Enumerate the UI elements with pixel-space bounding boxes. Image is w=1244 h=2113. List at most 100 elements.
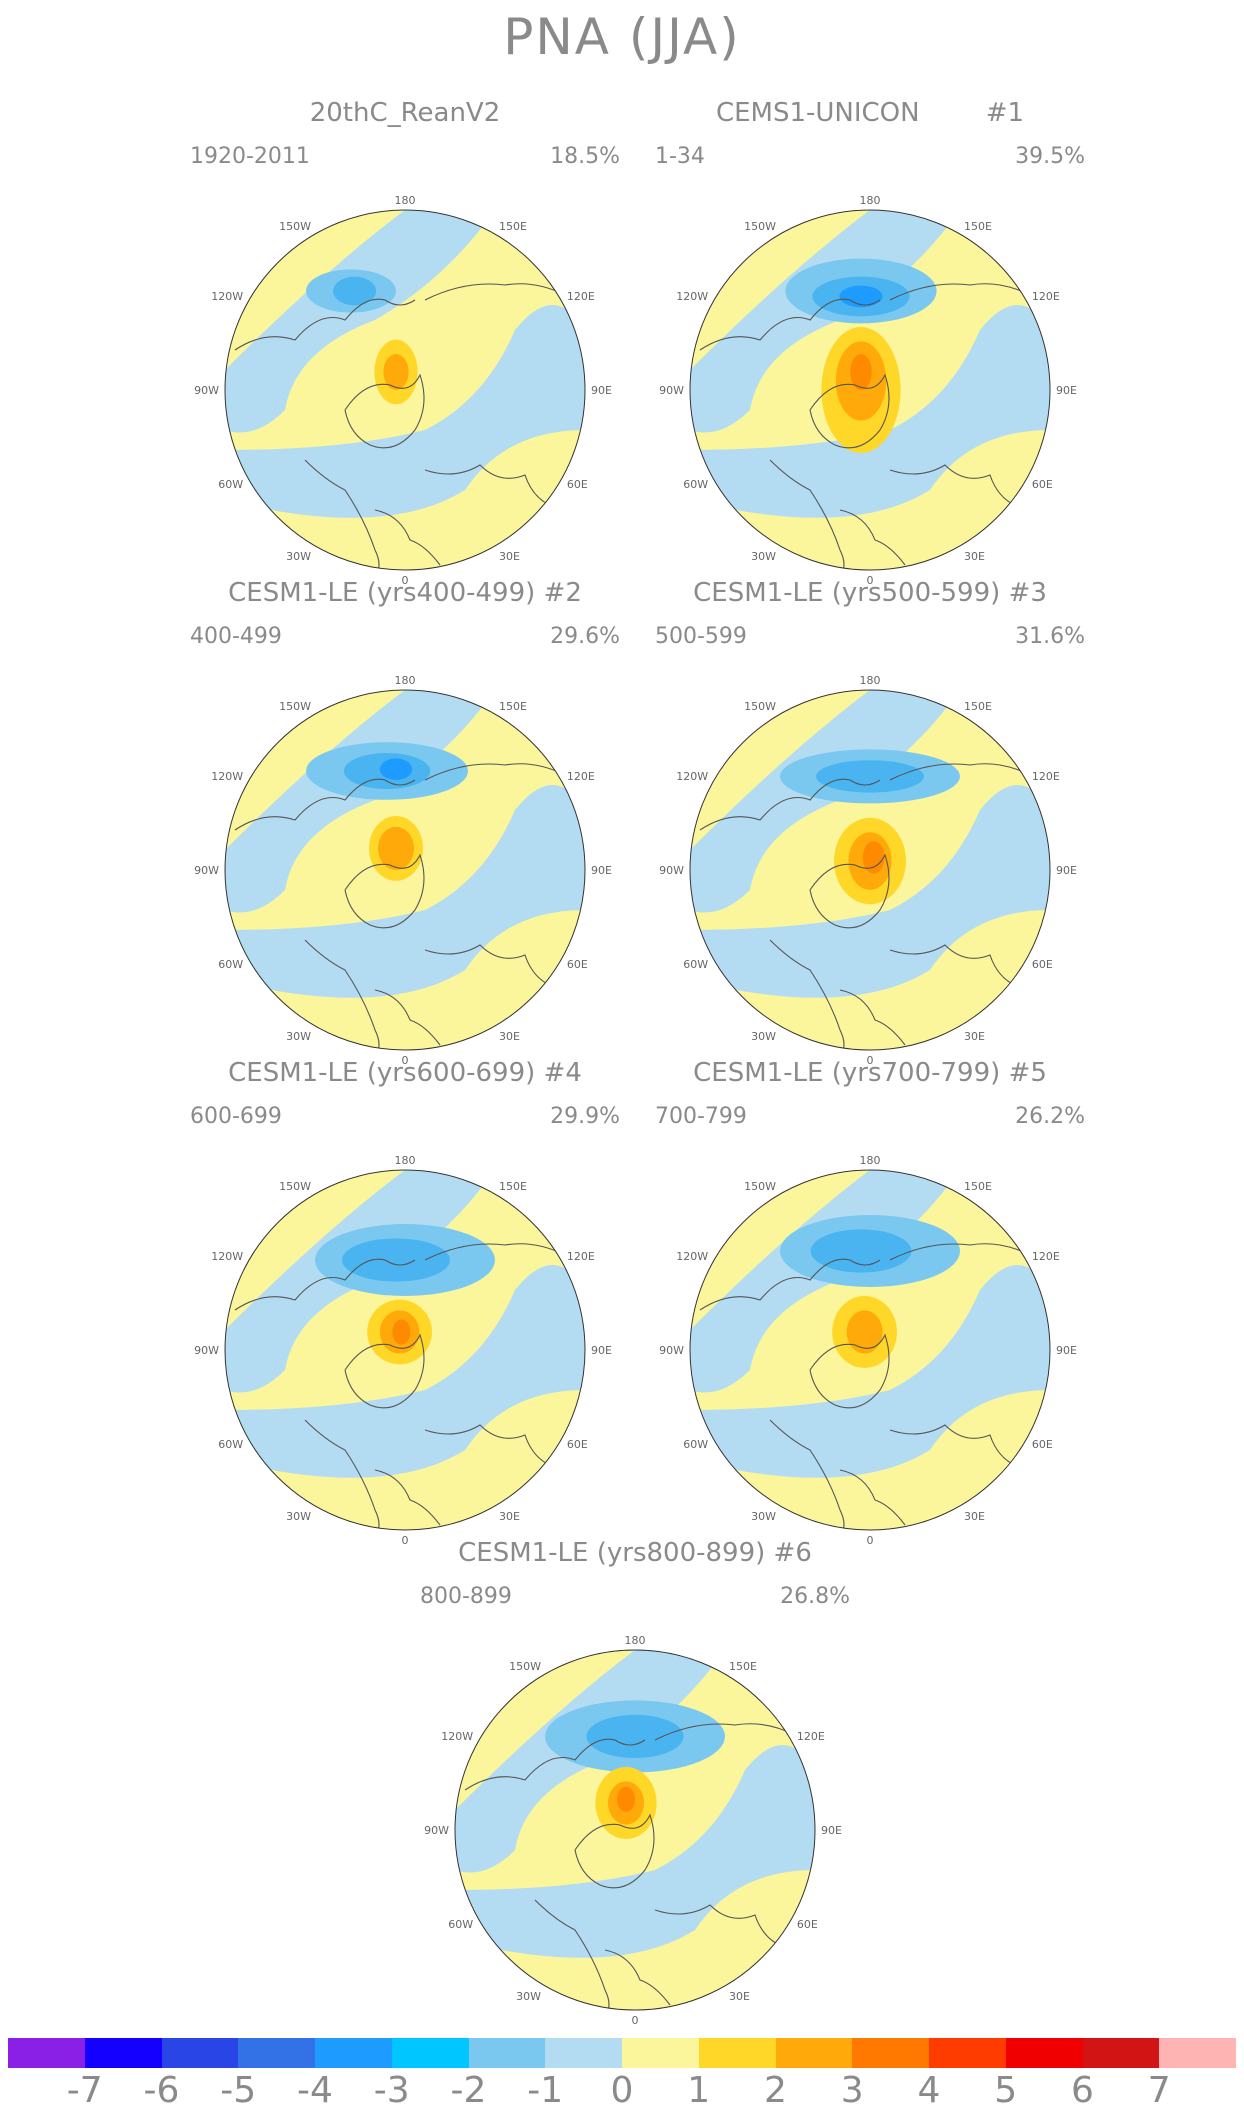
longitude-label: 30W <box>286 1030 311 1043</box>
polar-map: 180 0 90W 90E 150W 150E 120W 120E 60W 60E 30W 30E <box>194 674 612 1067</box>
longitude-label: 180 <box>395 194 416 207</box>
longitude-label: 150E <box>964 700 992 713</box>
colorbar-swatch <box>622 2038 699 2068</box>
longitude-label: 120E <box>567 770 595 783</box>
field-negative-4 <box>839 285 883 308</box>
longitude-label: 150W <box>279 1180 311 1193</box>
panel-title: CESM1-LE (yrs400-499) #2 <box>228 578 582 608</box>
longitude-label: 120E <box>1032 1250 1060 1263</box>
panel-title: CESM1-LE (yrs600-699) #4 <box>228 1058 582 1088</box>
longitude-label: 30W <box>751 1030 776 1043</box>
coastline <box>889 944 1031 991</box>
longitude-label: 150W <box>744 700 776 713</box>
field-negative-1 <box>455 1745 815 1958</box>
colorbar-swatch <box>545 2038 622 2068</box>
longitude-label: 90E <box>591 864 612 877</box>
coastline <box>889 1424 1031 1471</box>
longitude-label: 60E <box>1032 1438 1053 1451</box>
coastline <box>374 509 441 566</box>
field-positive-3 <box>846 1310 883 1354</box>
longitude-label: 30E <box>499 1510 520 1523</box>
field-positive-4 <box>617 1786 635 1812</box>
colorbar-swatch <box>1082 2038 1160 2068</box>
longitude-label: 90E <box>1056 384 1077 397</box>
longitude-label: 30E <box>499 550 520 563</box>
map-panel-6: CESM1-LE (yrs700-799) #5 700-799 26.2% 180 0… <box>655 1058 1085 1560</box>
longitude-label: 120W <box>676 770 708 783</box>
longitude-label: 150E <box>964 1180 992 1193</box>
longitude-label: 120E <box>567 290 595 303</box>
colorbar-tick-label: 0 <box>610 2070 634 2111</box>
longitude-label: 30E <box>729 1990 750 2003</box>
colorbar-swatch <box>775 2038 853 2068</box>
colorbar-tick-label: 5 <box>994 2070 1018 2111</box>
colorbar-swatch <box>161 2038 239 2068</box>
coastline <box>769 1419 845 1530</box>
panel-period: 600-699 <box>190 1104 282 1129</box>
coastline <box>534 1899 610 2010</box>
longitude-label: 120E <box>567 1250 595 1263</box>
longitude-label: 90W <box>659 864 684 877</box>
longitude-label: 90W <box>424 1824 449 1837</box>
polar-map: 180 0 90W 90E 150W 150E 120W 120E 60W 60E 30W 30E <box>659 194 1077 587</box>
colorbar-swatch <box>1159 2038 1236 2068</box>
panel-period: 800-899 <box>420 1584 512 1609</box>
longitude-label: 0 <box>867 574 874 587</box>
colorbar-tick-label: 6 <box>1071 2070 1094 2111</box>
coastline <box>699 298 881 351</box>
panel-variance-percent: 26.8% <box>780 1584 850 1609</box>
colorbar-labels: -7 -6 -5 -4 -3 -2 -1 0 1 2 3 4 5 6 7 <box>0 2070 1244 2111</box>
coastline <box>699 778 881 831</box>
longitude-label: 150W <box>744 1180 776 1193</box>
longitude-label: 0 <box>402 1054 409 1067</box>
longitude-label: 120W <box>211 1250 243 1263</box>
field-positive-4 <box>862 841 885 874</box>
panel-title: CESM1-LE (yrs700-799) #5 <box>693 1058 1047 1088</box>
map-boundary <box>224 209 586 571</box>
panel-variance-percent: 18.5% <box>550 144 620 169</box>
longitude-label: 90W <box>194 1344 219 1357</box>
map-boundary <box>689 209 1051 571</box>
field-positive-4 <box>850 354 872 390</box>
coastline <box>604 1949 671 2006</box>
coastline <box>424 944 566 991</box>
panel-title: CEMS1-UNICON #1 <box>715 98 1025 128</box>
colorbar-swatch <box>698 2038 776 2068</box>
colorbar-tick-label: -5 <box>220 2070 257 2111</box>
colorbar-swatch <box>238 2038 315 2068</box>
longitude-label: 60E <box>1032 958 1053 971</box>
polar-map: 180 0 90W 90E 150W 150E 120W 120E 60W 60E 30W 30E <box>194 1154 612 1547</box>
longitude-label: 0 <box>402 574 409 587</box>
longitude-label: 30E <box>964 1510 985 1523</box>
coastline <box>654 1904 796 1951</box>
longitude-label: 30W <box>516 1990 541 2003</box>
map-boundary <box>224 1169 586 1531</box>
map-boundary <box>224 689 586 1051</box>
coastline <box>574 1813 655 1889</box>
longitude-label: 180 <box>860 1154 881 1167</box>
polar-map: 180 0 90W 90E 150W 150E 120W 120E 60W 60E 30W 30E <box>659 674 1077 1067</box>
colorbar-tick-label: 3 <box>840 2070 864 2111</box>
longitude-label: 60W <box>218 958 243 971</box>
longitude-label: 90W <box>659 1344 684 1357</box>
colorbar-swatch <box>468 2038 546 2068</box>
field-negative-3 <box>333 276 377 306</box>
panel-period: 500-599 <box>655 624 747 649</box>
panel-period: 1-34 <box>655 144 705 169</box>
field-negative-4 <box>379 758 413 780</box>
coastline <box>304 939 380 1050</box>
longitude-label: 60E <box>1032 478 1053 491</box>
longitude-label: 90E <box>1056 864 1077 877</box>
map-boundary <box>689 689 1051 1051</box>
colorbar-swatch <box>8 2038 85 2068</box>
coastline <box>839 509 906 566</box>
coastline <box>344 853 425 929</box>
field-negative-1 <box>225 785 585 998</box>
longitude-label: 150W <box>279 700 311 713</box>
coastline <box>769 459 845 570</box>
field-negative-3 <box>816 760 924 793</box>
field-positive-3 <box>383 354 409 390</box>
longitude-label: 60E <box>567 1438 588 1451</box>
longitude-label: 150E <box>499 220 527 233</box>
longitude-label: 0 <box>867 1054 874 1067</box>
